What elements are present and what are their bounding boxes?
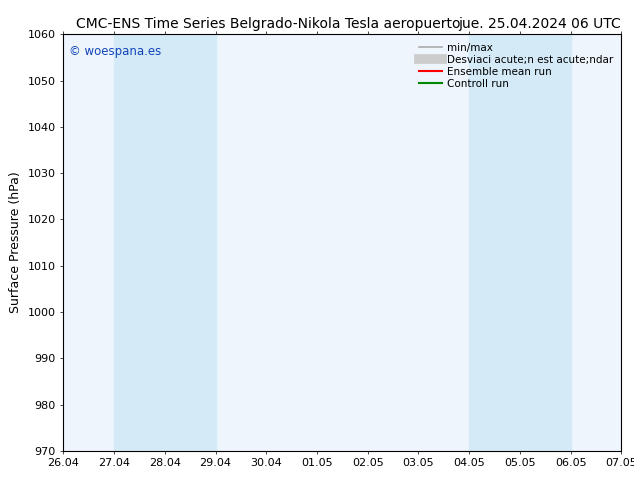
Y-axis label: Surface Pressure (hPa): Surface Pressure (hPa) [9, 172, 22, 314]
Text: CMC-ENS Time Series Belgrado-Nikola Tesla aeropuerto: CMC-ENS Time Series Belgrado-Nikola Tesl… [76, 17, 460, 31]
Bar [469, 34, 571, 451]
Legend: min/max, Desviaci acute;n est acute;ndar, Ensemble mean run, Controll run: min/max, Desviaci acute;n est acute;ndar… [415, 40, 616, 92]
Bar [114, 34, 216, 451]
Text: © woespana.es: © woespana.es [69, 45, 161, 58]
Text: jue. 25.04.2024 06 UTC: jue. 25.04.2024 06 UTC [458, 17, 621, 31]
